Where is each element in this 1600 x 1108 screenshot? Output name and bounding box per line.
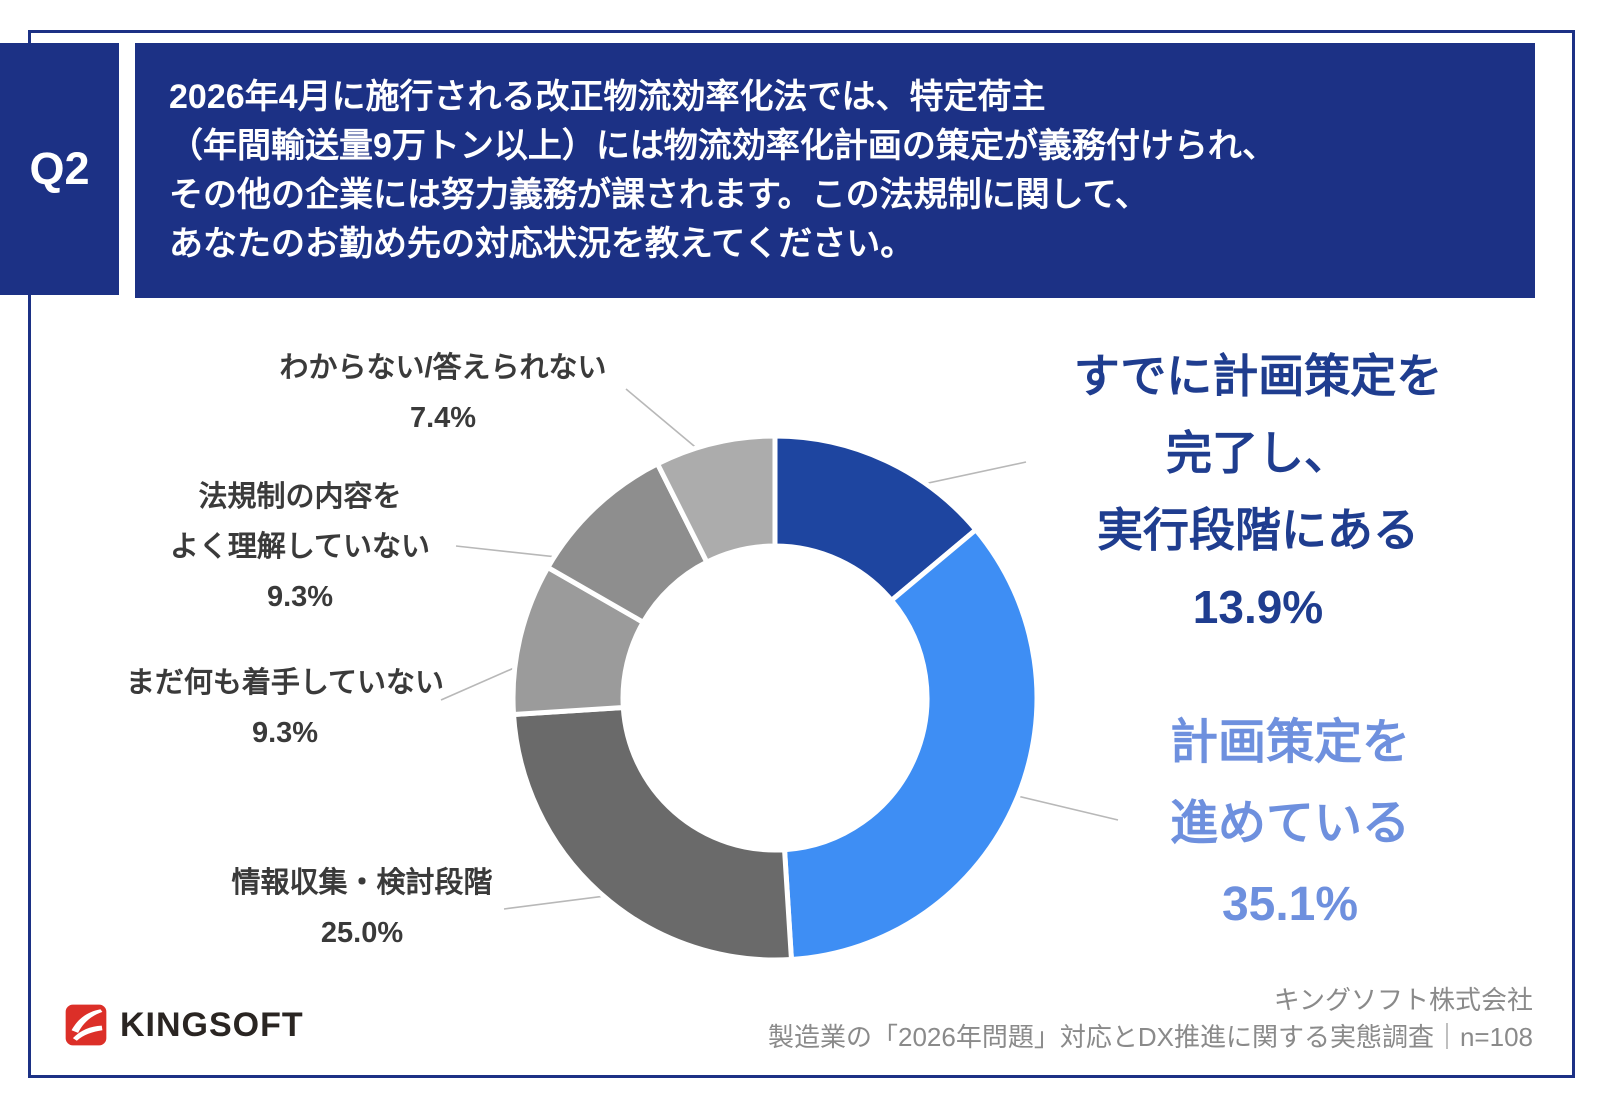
donut-slice-5 xyxy=(655,433,778,565)
callout-label: 実行段階にある xyxy=(1097,504,1419,556)
question-number-badge: Q2 xyxy=(0,43,119,295)
question-line-3: その他の企業には努力義務が課されます。この法規制に関して、 xyxy=(169,176,1149,214)
question-line-4: あなたのお勤め先の対応状況を教えてください。 xyxy=(169,225,915,263)
donut-slice-1 xyxy=(782,527,1040,962)
callout-label: 情報収集・検討段階 xyxy=(231,867,493,899)
kingsoft-logo: KINGSOFT xyxy=(65,1003,304,1047)
callout-value: 35.1% xyxy=(1221,878,1359,931)
callout-label: まだ何も着手していない xyxy=(125,667,445,699)
question-line-1: 2026年4月に施行される改正物流効率化法では、特定荷主 xyxy=(169,78,1046,116)
question-number-label: Q2 xyxy=(29,143,90,194)
question-box: 2026年4月に施行される改正物流効率化法では、特定荷主 （年間輸送量9万トン以… xyxy=(135,43,1535,298)
donut-slice-2 xyxy=(511,705,794,963)
callout-label: わからない/答えられない xyxy=(279,352,607,384)
callout-plan-completed: すでに計画策定を 完了し、 実行段階にある 13.9% xyxy=(1028,338,1488,646)
source-survey: 製造業の「2026年問題」対応とDX推進に関する実態調査｜n=108 xyxy=(768,1022,1533,1052)
callout-dont-know: わからない/答えられない 7.4% xyxy=(243,343,643,443)
callout-label: 進めている xyxy=(1169,797,1410,850)
callout-value: 25.0% xyxy=(320,917,404,949)
callout-value: 9.3% xyxy=(251,717,319,749)
callout-label: よく理解していない xyxy=(169,531,431,563)
kingsoft-wordmark: KINGSOFT xyxy=(120,1005,304,1044)
callout-not-started: まだ何も着手していない 9.3% xyxy=(85,658,485,758)
callout-not-understood: 法規制の内容を よく理解していない 9.3% xyxy=(100,472,500,622)
callout-value: 13.9% xyxy=(1192,581,1324,633)
callout-value: 9.3% xyxy=(266,581,334,613)
callout-label: 法規制の内容を xyxy=(198,481,402,513)
source-company: キングソフト株式会社 xyxy=(1273,985,1533,1015)
kingsoft-logo-mark-icon xyxy=(65,1004,107,1046)
donut-slices xyxy=(510,433,1040,963)
callout-label: すでに計画策定を xyxy=(1073,350,1443,402)
callout-label: 完了し、 xyxy=(1166,427,1350,479)
question-line-2: （年間輸送量9万トン以上）には物流効率化計画の策定が義務付けられ、 xyxy=(169,127,1277,165)
callout-value: 7.4% xyxy=(409,402,477,434)
callout-label: 計画策定を xyxy=(1169,716,1410,769)
callout-info-gathering: 情報収集・検討段階 25.0% xyxy=(162,858,562,958)
source-credit: キングソフト株式会社 製造業の「2026年問題」対応とDX推進に関する実態調査｜… xyxy=(768,982,1533,1056)
callout-plan-in-progress: 計画策定を 進めている 35.1% xyxy=(1060,702,1520,945)
leader-line-5 xyxy=(625,388,707,457)
